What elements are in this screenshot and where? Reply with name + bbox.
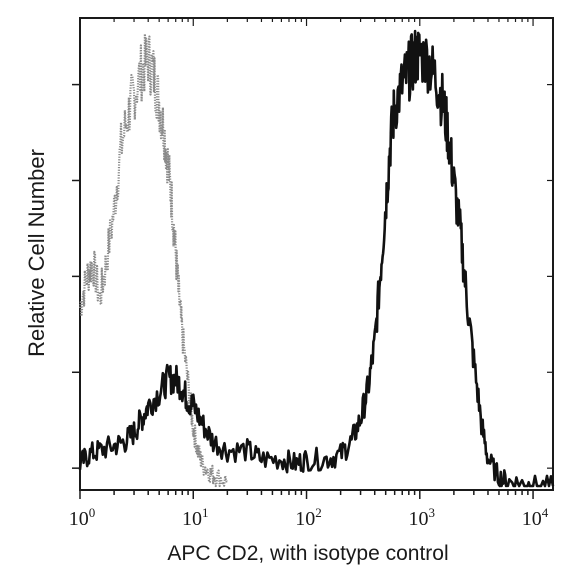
histogram-series-1	[78, 32, 228, 488]
x-tick-label-1: 101	[182, 505, 209, 530]
plot-frame	[79, 17, 554, 491]
y-axis-label: Relative Cell Number	[24, 149, 49, 357]
x-tick-label-3: 103	[409, 505, 436, 530]
x-tick-label-2: 102	[295, 505, 322, 530]
x-tick-label-0: 100	[69, 505, 96, 530]
x-tick-label-4: 104	[522, 505, 549, 530]
x-axis-label: APC CD2, with isotype control	[167, 542, 448, 565]
histogram-series-2	[78, 29, 555, 488]
